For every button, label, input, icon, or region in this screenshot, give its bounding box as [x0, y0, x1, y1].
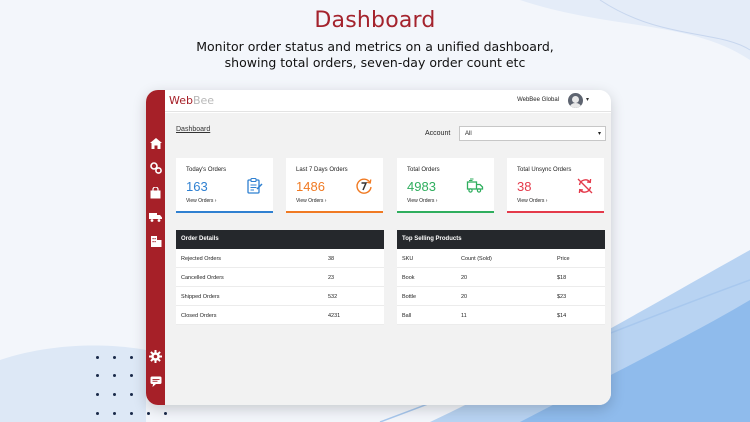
view-orders-link[interactable]: View Orders ›	[186, 198, 217, 204]
hero-subtitle-line-1: Monitor order status and metrics on a un…	[196, 39, 554, 54]
card-title: Total Unsync Orders	[517, 167, 572, 173]
order-details-title: Order Details	[176, 230, 384, 249]
row-label: Shipped Orders	[181, 294, 220, 300]
order-details-panel: Order Details Rejected Orders 38 Cancell…	[176, 230, 384, 325]
logo-web-text: Web	[169, 94, 193, 107]
row-value: 23	[328, 275, 335, 281]
table-row: Ball 11 $14	[397, 306, 605, 325]
card-total-unsync-orders: Total Unsync Orders 38 View Orders ›	[507, 158, 604, 213]
view-orders-link[interactable]: View Orders ›	[517, 198, 548, 204]
row-label: Closed Orders	[181, 313, 217, 319]
cell-count: 11	[461, 313, 467, 319]
card-value: 4983	[407, 179, 436, 194]
webbee-logo[interactable]: WebBee	[169, 94, 214, 107]
view-orders-link[interactable]: View Orders ›	[407, 198, 438, 204]
store-name[interactable]: WebBee Global	[517, 97, 559, 103]
row-label: Rejected Orders	[181, 256, 222, 262]
cell-price: $14	[557, 313, 567, 319]
column-header-sku: SKU	[402, 256, 414, 262]
table-row: Closed Orders 4231	[176, 306, 384, 325]
cell-sku: Ball	[402, 313, 412, 319]
card-value: 1486	[296, 179, 325, 194]
table-row: Cancelled Orders 23	[176, 268, 384, 287]
cell-sku: Bottle	[402, 294, 417, 300]
card-value: 38	[517, 179, 532, 194]
table-row: Book 20 $18	[397, 268, 605, 287]
account-select-value: All	[465, 131, 472, 137]
building-icon[interactable]	[149, 234, 162, 247]
seven-day-icon	[356, 178, 372, 194]
card-title: Last 7 Days Orders	[296, 167, 348, 173]
view-orders-link[interactable]: View Orders ›	[296, 198, 327, 204]
card-value: 163	[186, 179, 208, 194]
top-selling-products-panel: Top Selling Products SKU Count (Sold) Pr…	[397, 230, 605, 325]
avatar[interactable]	[568, 93, 583, 108]
card-todays-orders: Today's Orders 163 View Orders ›	[176, 158, 273, 213]
hero-subtitle-line-2: showing total orders, seven-day order co…	[224, 55, 526, 70]
row-value: 4231	[328, 313, 341, 319]
cell-price: $18	[557, 275, 567, 281]
card-accent-bar	[397, 211, 494, 213]
truck-icon[interactable]	[149, 210, 162, 223]
card-total-orders: Total Orders 4983 View Orders ›	[397, 158, 494, 213]
hero-title: Dashboard	[314, 8, 436, 33]
row-label: Cancelled Orders	[181, 275, 224, 281]
card-title: Total Orders	[407, 167, 440, 173]
card-accent-bar	[176, 211, 273, 213]
account-label: Account	[425, 130, 451, 137]
chevron-down-icon: ▾	[597, 131, 601, 137]
cell-sku: Book	[402, 275, 415, 281]
account-select[interactable]: All ▾	[459, 126, 606, 141]
settings-gears-icon[interactable]	[149, 161, 162, 174]
clipboard-icon	[247, 177, 263, 194]
chevron-down-icon[interactable]: ▾	[585, 97, 589, 103]
logo-bee-text: Bee	[192, 94, 215, 107]
card-title: Today's Orders	[186, 167, 227, 173]
shopping-bag-icon[interactable]	[149, 186, 162, 199]
gear-icon[interactable]	[149, 350, 162, 363]
hero-subtitle: Monitor order status and metrics on a un…	[0, 39, 750, 71]
chat-icon[interactable]	[149, 375, 162, 388]
delivery-truck-icon	[466, 178, 484, 193]
page-title[interactable]: Dashboard	[176, 126, 211, 133]
row-value: 532	[328, 294, 338, 300]
table-row: Shipped Orders 532	[176, 287, 384, 306]
cell-count: 20	[461, 275, 468, 281]
card-accent-bar	[507, 211, 604, 213]
table-row: Bottle 20 $23	[397, 287, 605, 306]
home-icon[interactable]	[149, 137, 162, 150]
card-last-7-days-orders: Last 7 Days Orders 1486 View Orders ›	[286, 158, 383, 213]
column-header-count: Count (Sold)	[461, 256, 492, 262]
table-row: Rejected Orders 38	[176, 249, 384, 268]
table-header-row: SKU Count (Sold) Price	[397, 249, 605, 268]
card-accent-bar	[286, 211, 383, 213]
cell-count: 20	[461, 294, 468, 300]
top-selling-title: Top Selling Products	[397, 230, 605, 249]
top-bar: WebBee WebBee Global ▾	[165, 90, 611, 112]
app-window: WebBee WebBee Global ▾ Dashboard Account…	[146, 90, 611, 405]
row-value: 38	[328, 256, 335, 262]
cell-price: $23	[557, 294, 567, 300]
sidebar	[146, 90, 165, 405]
column-header-price: Price	[557, 256, 570, 262]
sync-off-icon	[577, 178, 593, 194]
hero-header: Dashboard Monitor order status and metri…	[0, 8, 750, 71]
